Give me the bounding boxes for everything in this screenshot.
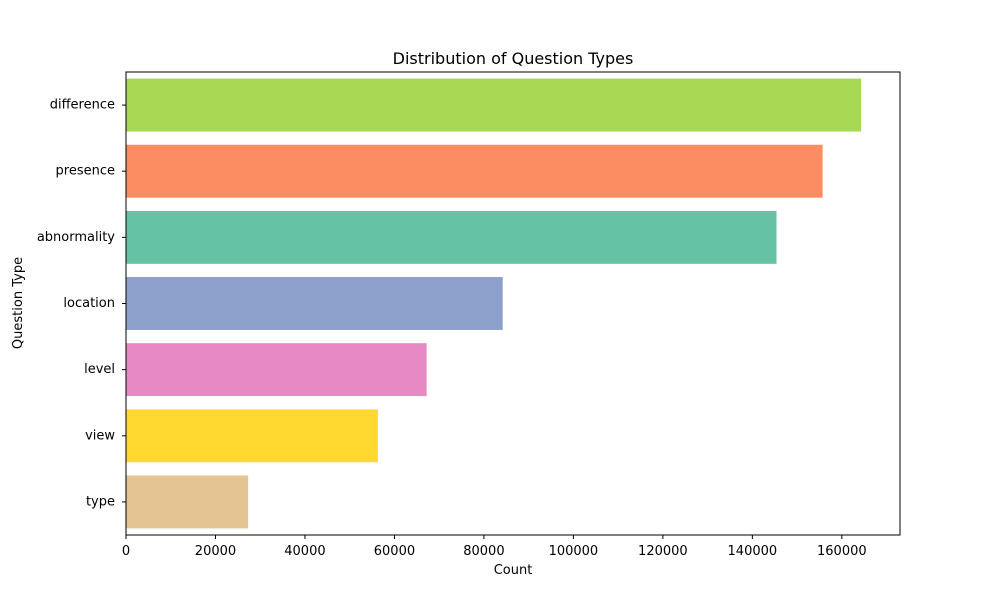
y-tick-label-presence: presence (56, 164, 115, 179)
x-tick-label: 40000 (284, 544, 325, 559)
plot-frame (125, 71, 901, 536)
y-tick-label-location: location (63, 296, 115, 311)
chart-title: Distribution of Question Types (393, 49, 634, 68)
x-tick-label: 20000 (195, 544, 236, 559)
bar-location (126, 277, 503, 330)
y-axis-label: Question Type (11, 257, 26, 349)
y-axis-ticks: difference presence abnormality location lev… (37, 98, 126, 509)
bar-level (126, 343, 427, 397)
y-tick-label-view: view (85, 428, 115, 443)
bar-difference (126, 78, 862, 132)
bar-abnormality (126, 210, 777, 264)
y-tick-label-level: level (84, 362, 115, 377)
x-axis-label: Count (494, 563, 533, 578)
bar-presence (126, 144, 823, 198)
x-tick-label: 160000 (817, 544, 867, 559)
x-axis-ticks: 0 20000 40000 60000 80000 100000 120000 140000 1… (122, 535, 867, 559)
bar-type (126, 475, 249, 529)
bar-view (126, 409, 378, 463)
x-tick-label: 0 (122, 544, 130, 559)
y-tick-label-abnormality: abnormality (37, 230, 115, 245)
x-tick-label: 120000 (638, 544, 688, 559)
bars-layer (126, 78, 862, 529)
y-tick-label-type: type (86, 494, 115, 509)
x-tick-label: 140000 (728, 544, 778, 559)
x-tick-label: 80000 (463, 544, 504, 559)
x-tick-label: 60000 (374, 544, 415, 559)
y-tick-label-difference: difference (50, 98, 115, 113)
x-tick-label: 100000 (549, 544, 599, 559)
